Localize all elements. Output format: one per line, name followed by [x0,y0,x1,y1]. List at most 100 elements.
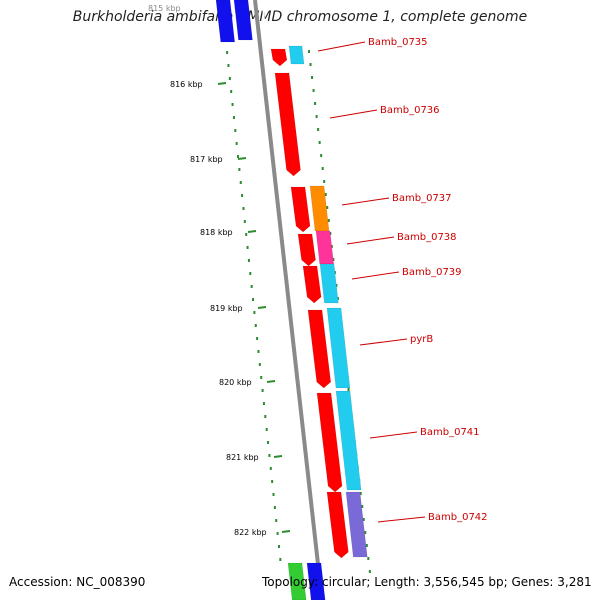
ruler-tick-mark [281,530,291,533]
ruler-dot [249,272,252,275]
gene-feature-green[interactable] [287,562,307,600]
outer-dot [364,531,367,534]
outer-dot [330,245,333,248]
outer-dot [318,141,321,144]
callout-line [329,109,378,119]
ruler-dot [237,155,240,158]
callout-line [351,271,400,280]
ruler-dot [228,77,231,80]
gene-feature-bamb-0742[interactable] [345,491,368,558]
ruler-dot [230,90,233,93]
outer-dot [347,388,350,391]
gene-label[interactable]: Bamb_0742 [428,512,488,523]
ruler-dot [258,363,261,366]
gene-callouts[interactable]: Bamb_0735 Bamb_0736 Bamb_0737 Bamb_0738 Bamb… [317,37,488,523]
ruler-dot [243,220,246,223]
gene-feature-red[interactable] [302,265,322,304]
outer-dot [362,518,365,521]
gene-feature-red[interactable] [316,392,343,493]
ruler-dot [242,207,245,210]
ruler-dot [254,324,257,327]
accession-text: Accession: NC_008390 [9,575,146,589]
ruler-dot [238,168,241,171]
outer-dot [327,219,330,222]
gene-features[interactable] [215,0,368,600]
ruler-dot [250,285,253,288]
gene-feature-bamb-0736[interactable] [274,72,301,177]
ruler-dot [262,402,265,405]
gene-feature-blue[interactable] [233,0,253,41]
gene-label[interactable]: Bamb_0738 [397,232,457,243]
ruler-tick-mark [237,157,247,160]
gene-label[interactable]: Bamb_0739 [402,267,462,278]
outer-dot [311,76,314,79]
ruler-dot [269,467,272,470]
backbone-inner [261,0,330,600]
gene-feature-red[interactable] [290,186,311,233]
ruler-dot [268,454,271,457]
gene-feature-bamb-0739[interactable] [319,263,339,304]
gene-feature-bamb-0737[interactable] [309,185,330,232]
gene-label[interactable]: pyrB [410,334,433,345]
ruler-dot [265,428,268,431]
ruler-ticks: 815 kbp 816 kbp 817 kbp 818 kbp 819 kbp 820 k… [148,4,291,537]
ruler-dot [227,64,230,67]
ruler-tick-label: 821 kbp [226,453,259,462]
outer-dot [326,206,329,209]
gene-feature-red[interactable] [307,309,332,389]
ruler-tick-mark [257,306,267,309]
ruler-dot [264,415,267,418]
outer-dot [321,167,324,170]
ruler-dot [277,545,280,548]
callout-line [341,197,390,206]
outer-dot [367,557,370,560]
ruler-dot [235,142,238,145]
ruler-tick-label: 816 kbp [170,80,203,89]
ruler-dot [271,480,274,483]
gene-feature-red[interactable] [297,233,316,267]
gene-label[interactable]: Bamb_0741 [420,427,480,438]
outer-dot [308,50,310,53]
ruler-dot [273,506,276,509]
ruler-dot [260,376,263,379]
outer-dot [312,89,315,92]
ruler-dot [239,181,242,184]
ruler-tick-label: 820 kbp [219,378,252,387]
gene-feature-cyan[interactable] [288,45,305,65]
ruler-tick-label: 818 kbp [200,228,233,237]
gene-feature-blue[interactable] [215,0,235,43]
ruler-dot [241,194,244,197]
ruler-tick-mark [273,455,283,458]
callout-line [346,236,395,245]
outer-dot [359,492,362,495]
gene-label[interactable]: Bamb_0737 [392,193,452,204]
gene-feature-red[interactable] [326,491,349,559]
ruler-dot [247,259,250,262]
outer-dot [323,180,326,183]
gene-feature-bamb-0735[interactable] [270,48,288,67]
outer-dot [329,232,332,235]
ruler-tick-mark [217,82,227,85]
outer-dot [361,505,364,508]
ruler-dot [275,519,278,522]
gene-feature-blue[interactable] [306,562,326,600]
ruler-dot [267,441,270,444]
gene-label[interactable]: Bamb_0735 [368,37,428,48]
ruler-dot [272,493,275,496]
ruler-dot [232,116,235,119]
gene-feature-bamb-0738[interactable] [315,230,334,265]
ruler-dot [257,350,260,353]
ruler-dot [246,246,249,249]
callout-line [317,41,366,52]
ruler-dot [276,532,279,535]
gene-feature-bamb-0741[interactable] [335,390,362,491]
genome-summary-text: Topology: circular; Length: 3,556,545 bp… [262,575,592,589]
gene-label[interactable]: Bamb_0736 [380,105,440,116]
outer-dot [320,154,323,157]
gene-feature-pyrb[interactable] [326,307,351,389]
ruler-dot [252,298,255,301]
map-title: Burkholderia ambifaria AMMD chromosome 1… [72,9,528,25]
ruler-tick-label: 819 kbp [210,304,243,313]
ruler-tick-label: 815 kbp [148,4,181,13]
